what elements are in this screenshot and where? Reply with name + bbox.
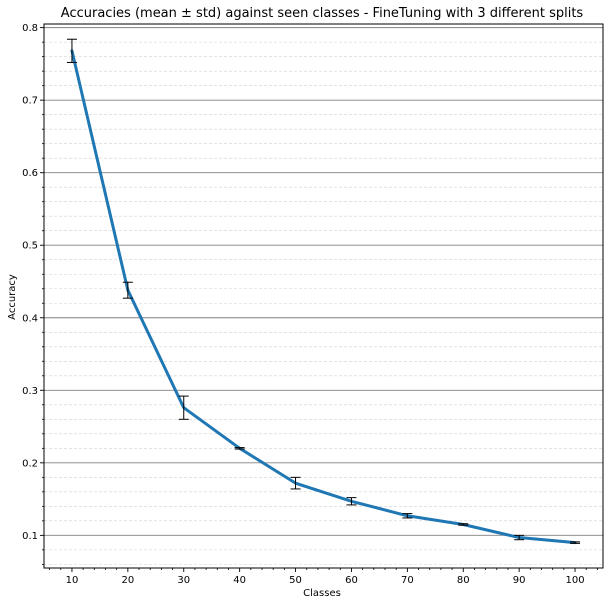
series-line (70, 49, 577, 545)
error-bar (122, 281, 133, 299)
y-tick-label: 0.6 (22, 168, 38, 179)
y-tick-label: 0.3 (22, 386, 38, 397)
error-bar (178, 395, 189, 420)
x-axis-label: Classes (303, 588, 341, 599)
plot-content (66, 38, 581, 545)
x-tick-label: 80 (457, 575, 470, 586)
error-bar (290, 476, 301, 490)
y-tick-label: 0.1 (22, 531, 38, 542)
x-axis-ticks: 10 20 30 40 50 60 70 80 90 100 (49, 568, 598, 586)
x-tick-label: 90 (513, 575, 526, 586)
y-tick-label: 0.7 (22, 96, 38, 107)
x-tick-label: 70 (401, 575, 414, 586)
y-tick-label: 0.4 (22, 313, 38, 324)
plot-frame (43, 23, 604, 569)
y-tick-label: 0.2 (22, 458, 38, 469)
x-tick-label: 60 (345, 575, 358, 586)
error-bar (234, 447, 245, 450)
chart-title: Accuracies (mean ± std) against seen cla… (61, 6, 584, 21)
x-tick-label: 40 (233, 575, 246, 586)
error-bar (346, 497, 357, 506)
error-bar (514, 534, 525, 541)
x-tick-label: 50 (289, 575, 302, 586)
y-tick-label: 0.5 (22, 241, 38, 252)
error-bar (458, 523, 469, 526)
y-axis-ticks: 0.1 0.2 0.3 0.4 0.5 0.6 0.7 0.8 (22, 23, 44, 565)
minor-grid (44, 41, 603, 565)
error-bar (570, 541, 581, 544)
major-grid (44, 27, 603, 536)
x-tick-label: 30 (177, 575, 190, 586)
x-tick-label: 20 (121, 575, 134, 586)
error-bar (402, 513, 413, 519)
x-tick-label: 10 (66, 575, 79, 586)
x-tick-label: 100 (566, 575, 585, 586)
y-tick-label: 0.8 (22, 23, 38, 34)
error-bar (66, 38, 77, 63)
y-axis-label: Accuracy (7, 274, 18, 320)
